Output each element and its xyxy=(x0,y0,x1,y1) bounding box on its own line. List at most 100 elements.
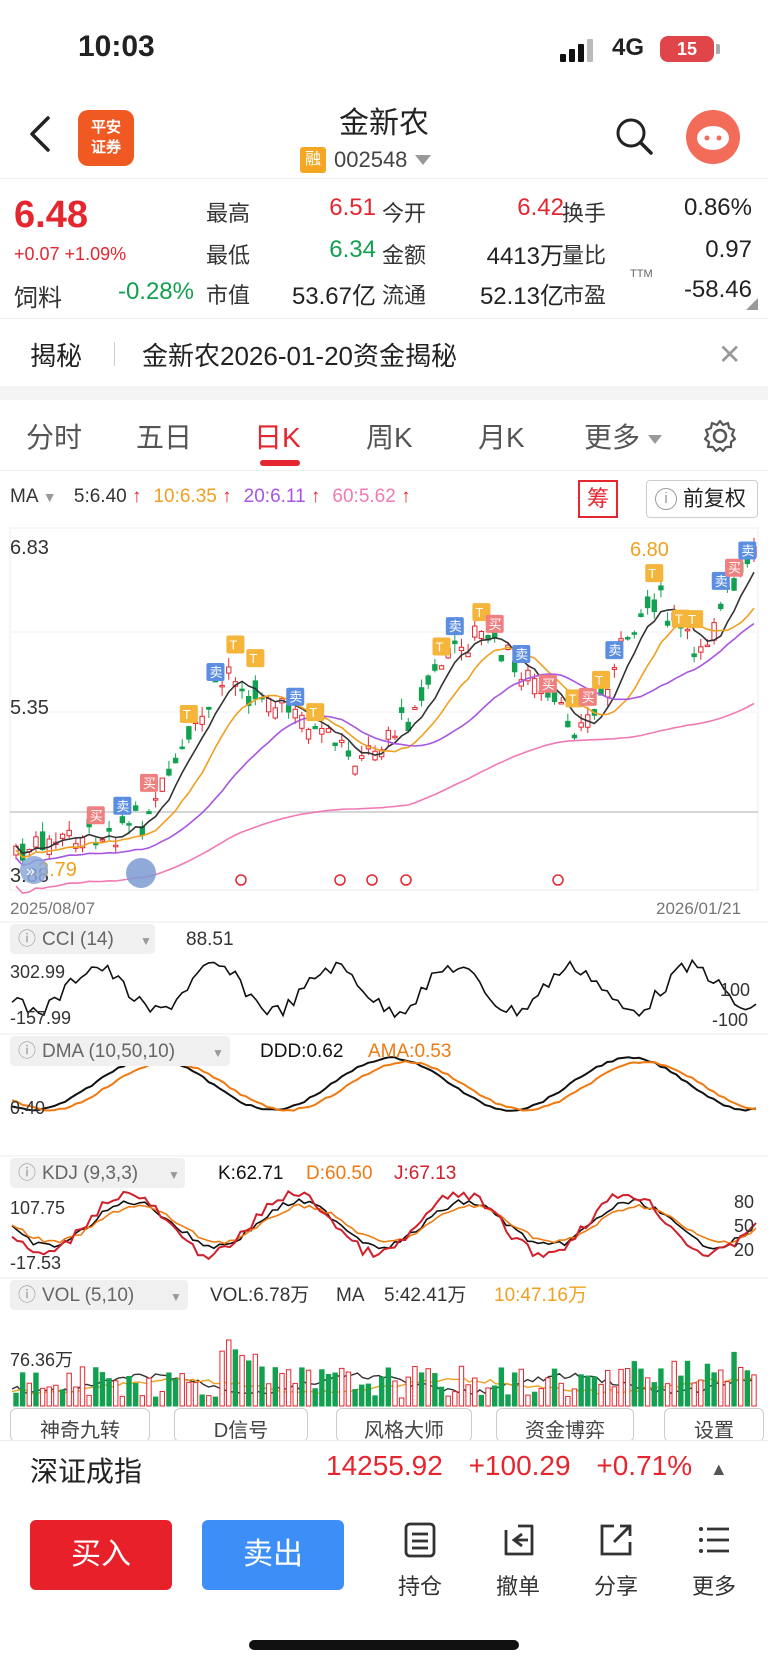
arrow-up-icon: ↑ xyxy=(131,486,142,507)
star-marker xyxy=(552,874,564,886)
ma-item: 60:5.62 ↑ xyxy=(332,486,411,507)
stock-code-selector[interactable]: 融 002548 xyxy=(300,146,432,174)
info-icon: ⓘ xyxy=(18,1163,36,1183)
trade-mark-text: T xyxy=(183,707,191,722)
tab-five-day[interactable]: 五日 xyxy=(136,422,193,453)
kdj-chip-bg[interactable] xyxy=(10,1158,185,1188)
cci-chip-bg[interactable] xyxy=(10,924,155,954)
nav-share[interactable]: 分享 xyxy=(576,1520,656,1601)
signal-icon xyxy=(560,39,593,62)
tool-magic-nine[interactable]: 神奇九转 xyxy=(10,1408,150,1442)
tab-monthly-k[interactable]: 月K xyxy=(478,422,525,453)
trade-mark xyxy=(485,614,504,633)
tool-capital-game[interactable]: 资金博弈 xyxy=(496,1408,634,1442)
candle-body xyxy=(99,838,106,842)
volume-bar xyxy=(405,1376,411,1407)
candle-body xyxy=(558,701,564,705)
candle-body xyxy=(172,757,179,764)
cci-name: CCI (14) xyxy=(42,929,114,950)
candle-body xyxy=(132,805,139,811)
tool-settings[interactable]: 设置 xyxy=(664,1408,764,1442)
candle-body xyxy=(492,632,498,639)
candle-body xyxy=(312,726,318,730)
trade-mark-text: 卖 xyxy=(116,799,129,814)
nav-cancel-order[interactable]: 撤单 xyxy=(478,1520,558,1601)
volume-bar xyxy=(53,1384,59,1407)
dma-chip-bg[interactable] xyxy=(10,1036,230,1066)
quote-label: 金额 xyxy=(382,243,427,268)
tabs-divider xyxy=(0,470,768,471)
chevron-down-icon: ▼ xyxy=(42,489,57,505)
volume-bar xyxy=(598,1383,604,1407)
volume-bar xyxy=(159,1391,165,1407)
gear-icon[interactable] xyxy=(702,418,738,454)
back-icon[interactable] xyxy=(24,110,56,158)
trade-mark-text: 卖 xyxy=(515,647,528,662)
expand-left-icon[interactable] xyxy=(20,856,48,884)
star-markers xyxy=(235,874,564,886)
ma-items: 5:6.40 ↑ 10:6.35 ↑ 20:6.11 ↑ 60:5.62 ↑ xyxy=(62,486,411,507)
stock-name: 金新农 xyxy=(339,107,429,140)
candle-body xyxy=(73,843,79,849)
kline-y-mid: 5.35 xyxy=(10,697,49,719)
trade-mark-text: 买 xyxy=(728,561,741,576)
vol-ma10: 10:47.16万 xyxy=(494,1285,587,1306)
reveal-text[interactable]: 金新农2026-01-20资金揭秘 xyxy=(142,341,457,371)
tab-daily-k[interactable]: 日K xyxy=(254,422,301,453)
ma-legend[interactable]: MA ▼ 5:6.40 ↑ 10:6.35 ↑ 20:6.11 ↑ 60:5.62 ↑ xyxy=(10,486,411,508)
tool-d-signal[interactable]: D信号 xyxy=(174,1408,308,1442)
event-marker-icon[interactable] xyxy=(126,858,156,888)
candle-body xyxy=(66,829,72,837)
nav-more[interactable]: 更多 xyxy=(674,1520,754,1601)
volume-bar xyxy=(312,1388,318,1407)
tab-weekly-k[interactable]: 周K xyxy=(366,422,413,453)
candle-body xyxy=(59,833,66,840)
trade-mark xyxy=(306,703,325,722)
nav-more-label: 更多 xyxy=(691,1574,736,1599)
quote-value: 52.13亿 xyxy=(479,283,564,310)
index-ticker-bar[interactable] xyxy=(0,1440,768,1506)
tab-more[interactable]: 更多 xyxy=(584,416,662,456)
volume-bar xyxy=(731,1351,737,1407)
candle-body xyxy=(511,661,518,673)
candle-body xyxy=(146,811,152,815)
volume-bar xyxy=(305,1369,312,1407)
vol-ma5: 5:42.41万 xyxy=(384,1285,466,1306)
chip-distribution-button[interactable]: 筹 xyxy=(578,480,618,518)
volume-bar xyxy=(73,1386,79,1407)
assistant-avatar[interactable] xyxy=(686,110,740,164)
sell-button[interactable]: 卖出 xyxy=(202,1520,344,1590)
close-icon[interactable]: ✕ xyxy=(718,339,742,370)
broker-logo-text: 平安 证券 xyxy=(90,119,121,156)
volume-bar xyxy=(531,1391,538,1407)
volume-bar xyxy=(219,1350,225,1407)
search-icon[interactable] xyxy=(614,116,654,156)
dma-ama: AMA:0.53 xyxy=(368,1041,451,1062)
status-time: 10:03 xyxy=(78,30,155,63)
nav-positions[interactable]: 持仓 xyxy=(380,1520,460,1601)
volume-bar xyxy=(319,1369,325,1407)
trade-mark xyxy=(286,687,305,706)
trade-mark xyxy=(432,637,451,656)
undo-icon xyxy=(504,1524,534,1556)
sector-info[interactable]: 饲料 -0.28% xyxy=(14,278,194,313)
buy-button[interactable]: 买入 xyxy=(30,1520,172,1590)
trade-mark xyxy=(725,558,744,577)
candle-body xyxy=(126,823,132,826)
candle-body xyxy=(113,844,119,848)
volume-bar xyxy=(485,1387,491,1407)
vol-chip-bg[interactable] xyxy=(10,1280,188,1310)
tool-style-master[interactable]: 风格大师 xyxy=(336,1408,472,1442)
tab-intraday[interactable]: 分时 xyxy=(26,422,83,453)
candle-body xyxy=(618,638,624,642)
volume-bar xyxy=(478,1394,485,1407)
adjustment-selector[interactable]: i 前复权 xyxy=(646,480,758,518)
volume-bar xyxy=(285,1369,292,1407)
candle-body xyxy=(345,750,352,757)
vol-name: VOL (5,10) xyxy=(42,1285,134,1306)
candle-body xyxy=(239,688,245,692)
candle-body xyxy=(644,596,651,609)
expand-up-icon[interactable]: ▲ xyxy=(709,1459,728,1479)
chevron-down-icon: ▼ xyxy=(140,934,152,948)
